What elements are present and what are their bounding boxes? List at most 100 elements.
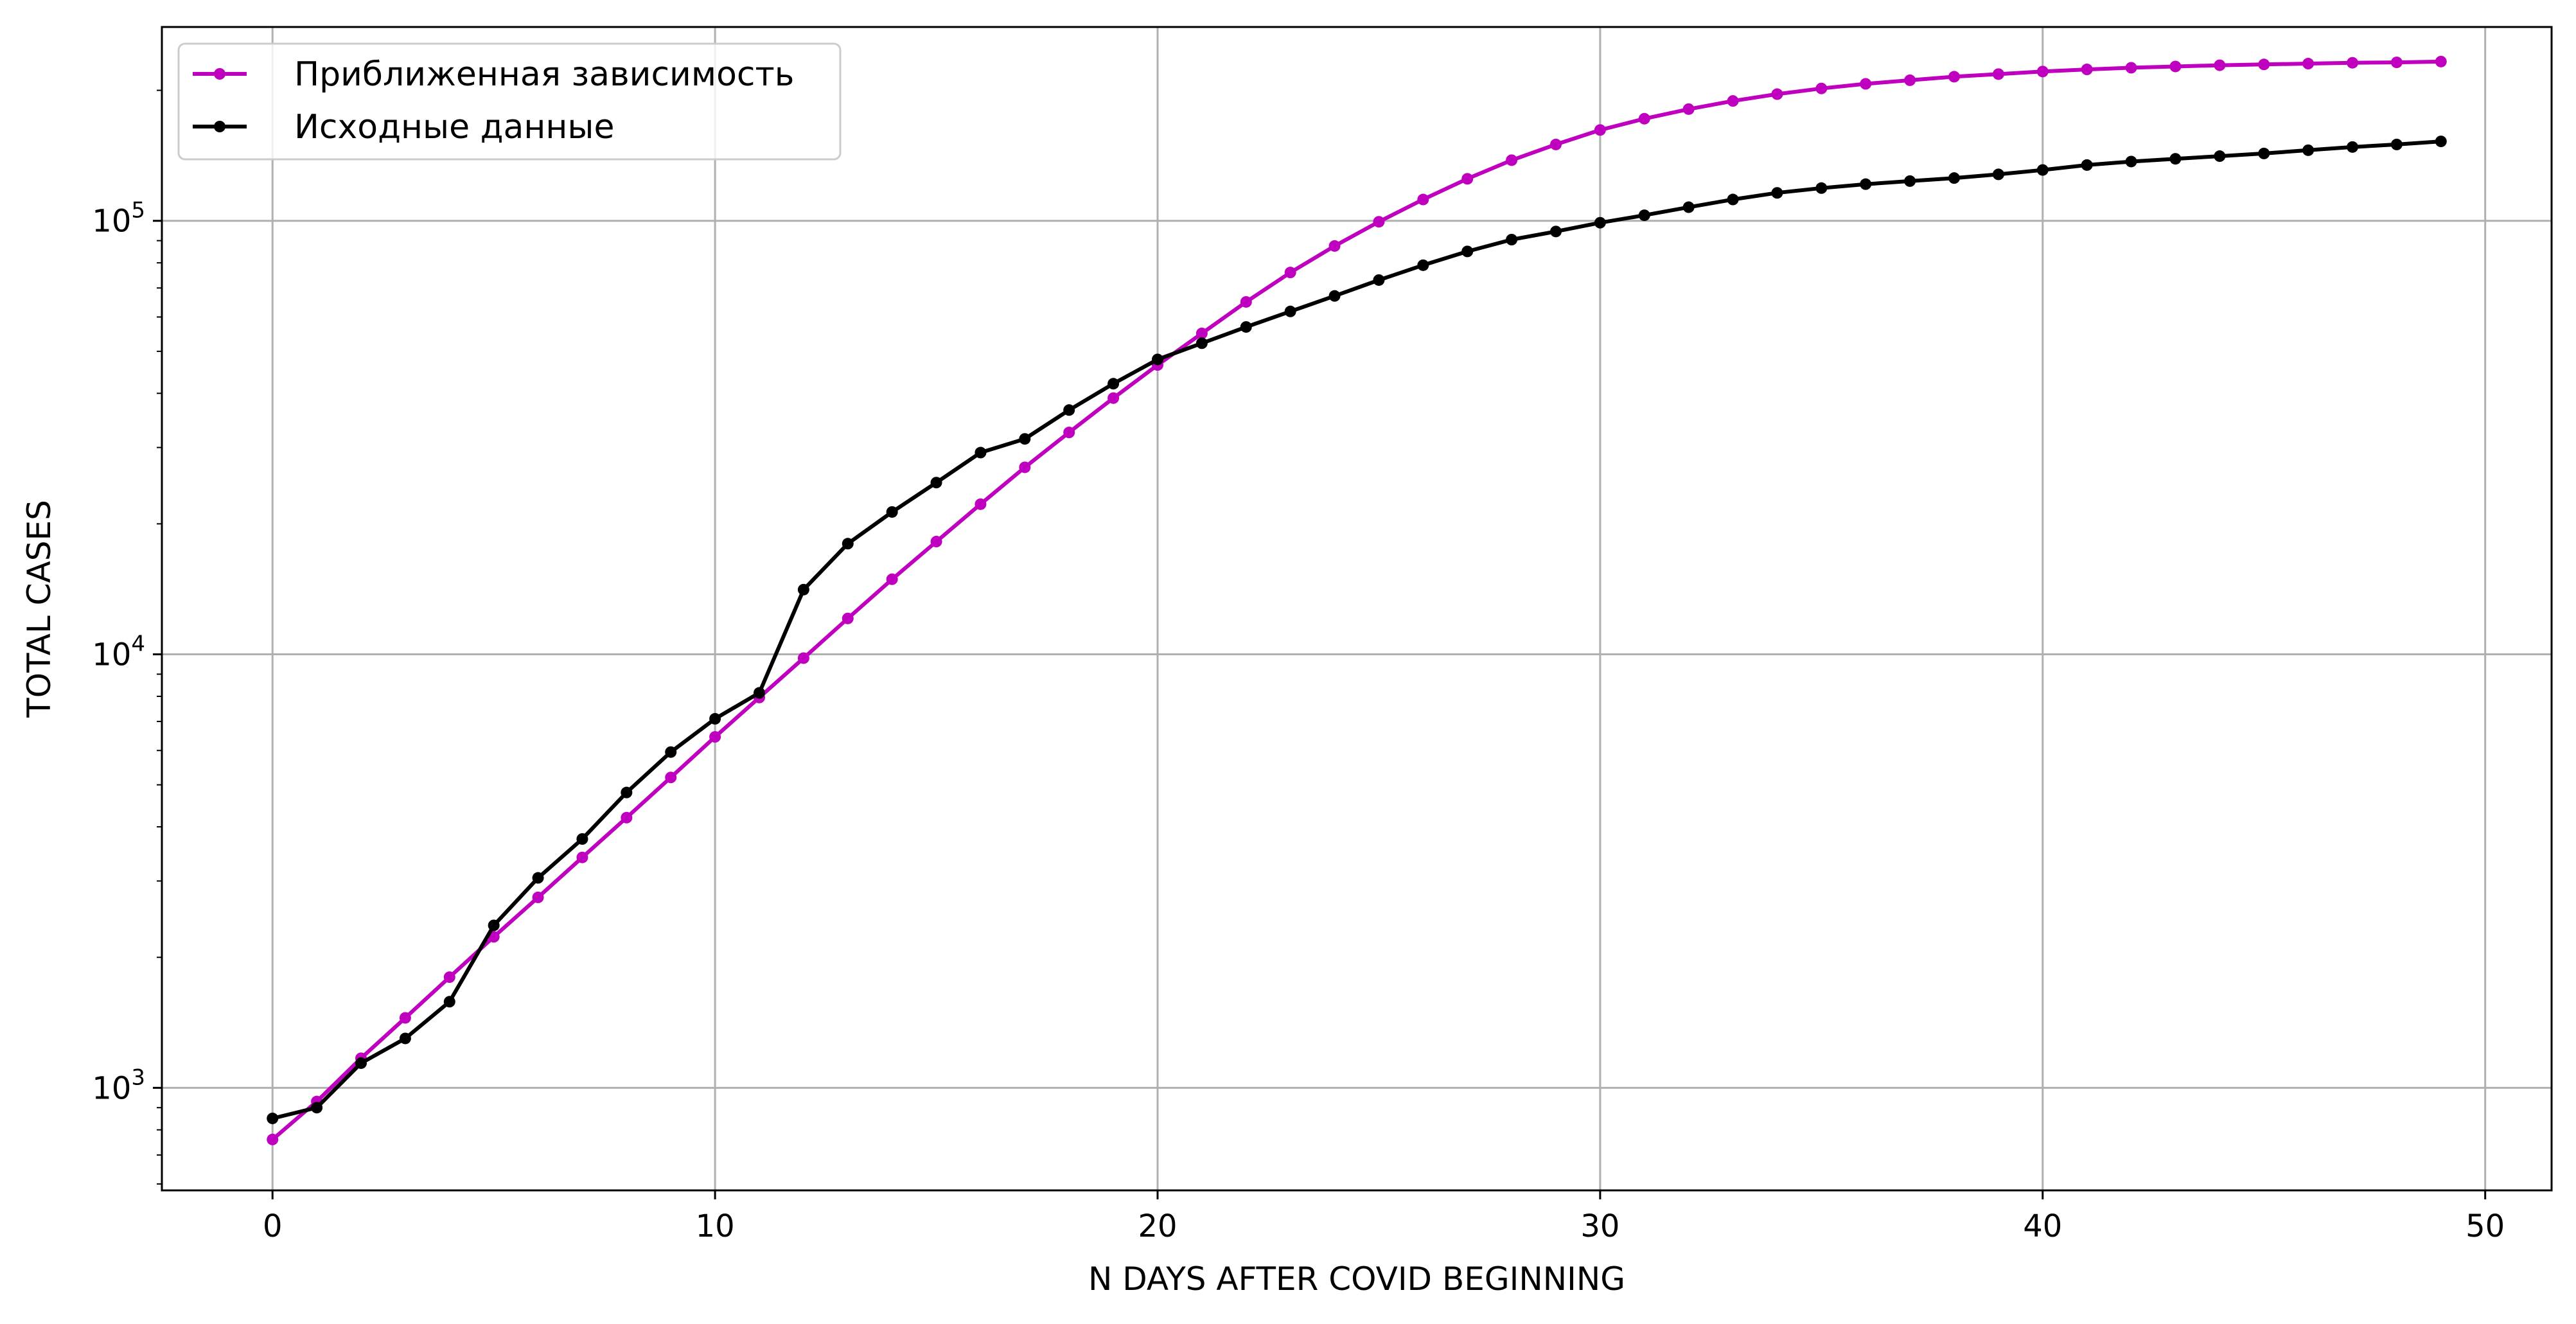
data-point	[488, 919, 500, 931]
data-point	[709, 712, 721, 725]
legend-box	[177, 42, 842, 161]
data-point	[709, 731, 721, 743]
data-point	[1904, 74, 1916, 86]
data-point	[754, 687, 765, 699]
data-point	[2302, 144, 2315, 156]
data-point	[975, 498, 987, 510]
legend-label: Приближенная зависимость	[294, 55, 794, 94]
data-point	[1771, 88, 1783, 100]
data-point	[443, 971, 455, 984]
data-point	[1815, 182, 1828, 194]
data-point	[1638, 112, 1650, 125]
data-point	[2169, 153, 2182, 165]
data-point	[2081, 64, 2093, 76]
data-point	[2302, 58, 2315, 70]
data-point	[267, 1133, 279, 1145]
data-point	[1904, 175, 1916, 187]
data-point	[665, 772, 677, 784]
legend: Приближенная зависимость Исходные данные	[177, 42, 842, 161]
data-point	[1373, 216, 1385, 228]
data-point	[2036, 66, 2049, 78]
data-point	[1240, 321, 1252, 333]
grid-lines	[162, 27, 2552, 1190]
data-point	[1682, 103, 1695, 115]
x-axis: 0 10 20 30 40 50	[263, 1190, 2505, 1244]
data-point	[2169, 60, 2182, 73]
legend-marker	[214, 121, 225, 132]
data-point	[2081, 159, 2093, 171]
series-1	[267, 136, 2447, 1124]
data-point	[2214, 150, 2226, 163]
data-point	[576, 851, 588, 863]
data-point	[443, 996, 455, 1008]
y-tick-label: 105	[92, 198, 145, 240]
data-point	[576, 833, 588, 845]
data-point	[1948, 71, 1960, 83]
data-point	[1328, 240, 1341, 252]
data-point	[1195, 327, 1208, 339]
data-point	[1417, 193, 1429, 206]
data-point	[930, 536, 942, 548]
data-point	[399, 1032, 411, 1045]
x-tick-label: 20	[1138, 1208, 1177, 1244]
data-point	[2435, 55, 2447, 67]
y-tick-label: 104	[92, 631, 145, 673]
data-point	[1461, 245, 1474, 258]
legend-item: Приближенная зависимость	[193, 55, 794, 94]
data-point	[1107, 378, 1120, 390]
data-point	[930, 477, 942, 489]
data-point	[1948, 172, 1960, 184]
data-point	[1506, 233, 1518, 245]
data-point	[621, 786, 633, 799]
data-point	[1682, 201, 1695, 213]
data-point	[1019, 461, 1031, 473]
data-point	[1992, 68, 2004, 80]
x-tick-label: 0	[263, 1208, 283, 1244]
data-point	[621, 811, 633, 824]
x-tick-label: 50	[2466, 1208, 2505, 1244]
data-point	[2036, 164, 2049, 176]
data-point	[267, 1112, 279, 1124]
data-point	[2347, 141, 2358, 153]
data-point	[2258, 58, 2270, 71]
data-point	[975, 446, 987, 459]
data-point	[797, 583, 809, 596]
data-point	[2390, 57, 2403, 69]
legend-marker	[214, 68, 225, 80]
data-point	[1550, 225, 1562, 238]
data-point	[1063, 404, 1075, 416]
data-point	[1506, 154, 1518, 166]
data-point	[532, 891, 544, 903]
y-axis-label: TOTAL CASES	[21, 500, 58, 718]
x-axis-label: N DAYS AFTER COVID BEGINNING	[1088, 1260, 1625, 1298]
data-point	[399, 1012, 411, 1024]
data-point	[842, 612, 854, 624]
data-point	[1594, 124, 1606, 136]
data-point	[1373, 274, 1385, 286]
data-point	[1107, 392, 1120, 404]
data-point	[2258, 147, 2270, 159]
data-point	[1771, 187, 1783, 199]
data-point	[797, 652, 809, 664]
series-line	[271, 59, 2441, 1142]
data-point	[2125, 62, 2137, 74]
data-point	[1284, 305, 1296, 317]
data-point	[1860, 178, 1872, 190]
data-point	[2125, 155, 2137, 168]
data-point	[311, 1102, 323, 1114]
data-point	[1328, 290, 1341, 302]
y-axis: 103 104 105	[92, 198, 162, 1106]
data-point	[1284, 267, 1296, 279]
data-point	[1992, 168, 2004, 181]
data-point	[1063, 427, 1075, 439]
plot-frame	[161, 26, 2553, 1192]
data-point	[886, 573, 898, 585]
x-tick-label: 30	[1580, 1208, 1619, 1244]
data-point	[1638, 209, 1650, 222]
data-point	[842, 538, 854, 550]
data-point	[355, 1057, 367, 1069]
data-point	[1417, 259, 1429, 271]
series-0	[267, 55, 2447, 1145]
